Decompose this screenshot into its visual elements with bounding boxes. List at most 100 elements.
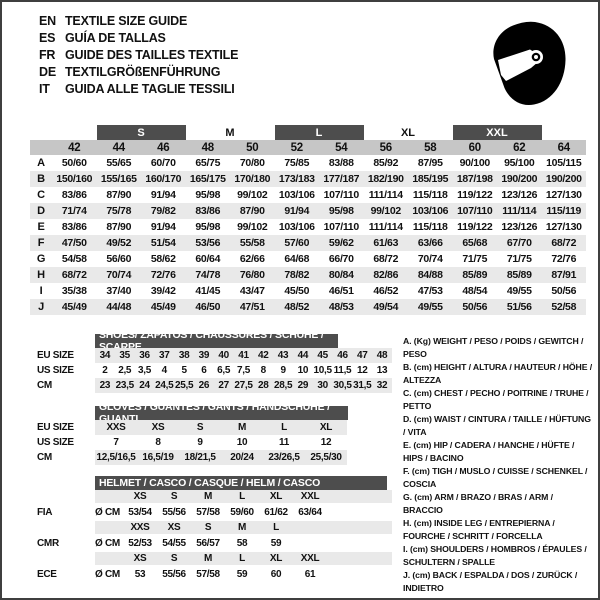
measurement-cells: 71/74 75/78 79/82 83/86 87/90 91/94 95/98 99/10… (52, 205, 586, 217)
gloves-value: L (281, 422, 287, 433)
legend-item: C. (cm) CHEST / PECHO / POITRINE / TRUHE… (403, 388, 589, 411)
measurement-letter: I (39, 285, 43, 297)
measurement-value: 70/74 (417, 253, 443, 265)
helmet-standard-label: FIA (37, 506, 53, 518)
measurement-value: 83/86 (61, 189, 87, 201)
measurement-letter: C (37, 189, 45, 201)
helmet-icon (489, 19, 567, 107)
helmet-value-band: Ø CM 53 55/56 57/58 59 60 61 (95, 565, 392, 583)
measurement-value: 182/190 (367, 173, 404, 185)
measurement-value: 83/86 (195, 205, 221, 217)
measurement-letter: B (37, 173, 45, 185)
gloves-row-values: 7 8 9 10 11 12 (95, 435, 347, 450)
measurement-value: 47/50 (61, 237, 87, 249)
shoes-size-table: SHOES/ ZAPATOS / CHAUSSURES / SCHUHE / S… (30, 329, 392, 393)
gloves-row-values: 12,5/16,5 16,5/19 18/21,5 20/24 23/26,5 25,5/… (95, 450, 347, 465)
measurement-value: 67/70 (506, 237, 532, 249)
shoes-value: 30 (317, 380, 328, 391)
shoes-value: 5 (181, 365, 187, 376)
shoes-value: 25,5 (174, 380, 194, 391)
gloves-value: 9 (197, 437, 203, 448)
measurement-value: 95/98 (195, 189, 221, 201)
helmet-table-title: HELMET / CASCO / CASQUE / HELM / CASCO (95, 476, 387, 490)
measurement-value: 52/58 (551, 301, 577, 313)
shoes-value: 2,5 (118, 365, 132, 376)
shoes-row-label: CM (37, 380, 52, 391)
measurement-value: 87/95 (417, 157, 443, 169)
shoes-value: 47 (356, 350, 368, 361)
measurement-value: 107/110 (323, 221, 360, 233)
shoes-value: 39 (198, 350, 210, 361)
gloves-value: XL (319, 422, 333, 433)
helmet-standard-group: XXS XS S M L CMR Ø CM 52/53 54/55 56/57 58 59 (30, 521, 392, 552)
helmet-size-label: XL (269, 553, 283, 564)
helmet-standard-group: XS S M L XL XXL ECE Ø CM 53 55/56 57/58 59 60 61 (30, 552, 392, 583)
measurement-value: 76/80 (239, 269, 265, 281)
shoes-row: EU SIZE 34 35 36 37 38 39 40 41 42 43 44 45 46 47 48 (30, 348, 392, 363)
gloves-size-table: GLOVES / GUANTES / GANTS / HANDSCHUHE / … (30, 401, 348, 465)
measurement-value: 55/65 (106, 157, 132, 169)
measurement-value: 87/90 (106, 189, 132, 201)
measurement-value: 46/51 (328, 285, 354, 297)
helmet-value-cells: 53/54 55/56 57/58 59/60 61/62 63/64 (123, 507, 327, 518)
measurement-value: 115/118 (412, 221, 448, 233)
measurement-value: 65/68 (462, 237, 488, 249)
measurement-value: 70/74 (106, 269, 132, 281)
measurement-row: F 47/50 49/52 51/54 53/56 55/58 57/60 59/62 61/… (30, 235, 586, 251)
size-group-label: S (96, 125, 186, 140)
measurement-value: 85/89 (506, 269, 532, 281)
shoes-value: 10,5 (313, 365, 333, 376)
measurement-value: 80/84 (328, 269, 354, 281)
gloves-value: 25,5/30 (310, 452, 342, 463)
helmet-size-label: S (170, 491, 178, 502)
language-row: FR GUIDE DES TAILLES TEXTILE (39, 47, 238, 64)
shoes-value: 2 (102, 365, 108, 376)
shoes-value: 7,5 (236, 365, 250, 376)
language-row: DE TEXTILGRÖßENFÜHRUNG (39, 64, 238, 81)
language-row: EN TEXTILE SIZE GUIDE (39, 13, 238, 30)
gloves-value: 16,5/19 (142, 452, 174, 463)
measurement-value: 45/50 (284, 285, 310, 297)
measurement-value: 49/55 (417, 301, 443, 313)
measurement-legend: A. (Kg) WEIGHT / PESO / POIDS / GEWITCH … (403, 335, 595, 595)
helmet-value: 57/58 (196, 568, 220, 580)
measurement-row: A 50/60 55/65 60/70 65/75 70/80 75/85 83/88 85/… (30, 155, 586, 171)
measurement-value: 170/180 (234, 173, 271, 185)
measurement-value: 49/54 (373, 301, 399, 313)
helmet-value: 55/56 (162, 568, 186, 580)
measurement-value: 95/98 (195, 221, 221, 233)
measurement-value: 44/48 (106, 301, 132, 313)
measurement-row: I 35/38 37/40 39/42 41/45 43/47 45/50 46/51 46/… (30, 283, 586, 299)
gloves-row-label: US SIZE (37, 437, 74, 448)
measurement-value: 87/90 (106, 221, 132, 233)
helmet-value-row: ECE Ø CM 53 55/56 57/58 59 60 61 (30, 565, 392, 583)
shoes-row-values: 23 23,5 24 24,5 25,5 26 27 27,5 28 28,5 29 30 30,5 31… (95, 378, 392, 393)
measurement-cells: 35/38 37/40 39/42 41/45 43/47 45/50 46/51 46/52… (52, 285, 586, 297)
size-label: 54 (335, 141, 348, 154)
measurement-value: 78/82 (284, 269, 310, 281)
legend-item: B. (cm) HEIGHT / ALTURA / HAUTEUR / HÖHE… (403, 362, 593, 385)
gloves-value: 12 (320, 437, 332, 448)
measurement-value: 165/175 (189, 173, 226, 185)
shoes-value: 8 (260, 365, 267, 376)
shoes-value: 27 (218, 380, 229, 391)
size-group-label: L (274, 125, 364, 140)
gloves-value: 12,5/16,5 (96, 452, 136, 463)
helmet-value-band: Ø CM 52/53 54/55 56/57 58 59 (95, 534, 392, 552)
guide-title: GUÍA DE TALLAS (65, 31, 166, 45)
guide-title: TEXTILE SIZE GUIDE (65, 14, 188, 28)
helmet-size-label: M (203, 553, 213, 564)
helmet-size-label: XS (167, 522, 181, 533)
measurement-row: D 71/74 75/78 79/82 83/86 87/90 91/94 95/98 99/… (30, 203, 586, 219)
helmet-size-label: M (203, 491, 213, 502)
measurement-value: 85/89 (462, 269, 488, 281)
gloves-value: S (196, 422, 204, 433)
measurement-cells: 83/86 87/90 91/94 95/98 99/102 103/106 107/110… (52, 189, 586, 201)
helmet-size-label: M (237, 522, 247, 533)
shoes-value: 10 (297, 365, 309, 376)
shoes-value: 37 (159, 350, 170, 361)
shoes-value: 30,5 (333, 380, 352, 391)
measurement-value: 48/53 (328, 301, 354, 313)
measurement-cells: 54/58 56/60 58/62 60/64 62/66 64/68 66/70 68/72… (52, 253, 586, 265)
helmet-unit-label: Ø CM (95, 537, 120, 549)
